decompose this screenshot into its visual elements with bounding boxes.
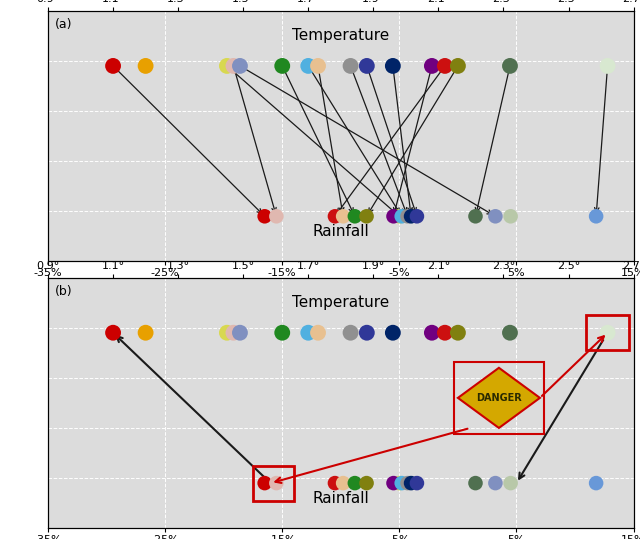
- Point: [271, 212, 282, 220]
- Point: [349, 212, 360, 220]
- Point: [490, 212, 500, 220]
- Point: [397, 212, 407, 220]
- Point: [470, 479, 481, 487]
- Text: (b): (b): [55, 285, 73, 298]
- Point: [388, 328, 398, 337]
- Point: [260, 212, 270, 220]
- Point: [412, 212, 422, 220]
- Point: [235, 61, 245, 70]
- Point: [346, 328, 356, 337]
- Bar: [586, 315, 628, 350]
- Text: (a): (a): [55, 18, 72, 31]
- Text: Rainfall: Rainfall: [312, 490, 369, 506]
- Point: [506, 479, 516, 487]
- Point: [222, 328, 232, 337]
- Point: [403, 212, 413, 220]
- Point: [427, 61, 437, 70]
- Point: [140, 61, 150, 70]
- Point: [406, 212, 416, 220]
- Point: [271, 479, 282, 487]
- Point: [505, 328, 515, 337]
- Point: [602, 328, 612, 337]
- Point: [490, 479, 500, 487]
- Point: [427, 328, 437, 337]
- Point: [362, 479, 372, 487]
- Point: [440, 328, 450, 337]
- Point: [277, 328, 287, 337]
- Point: [338, 212, 348, 220]
- Point: [388, 212, 399, 220]
- Point: [440, 61, 450, 70]
- Point: [412, 479, 422, 487]
- Polygon shape: [458, 368, 540, 428]
- Point: [349, 479, 360, 487]
- Bar: [253, 466, 294, 501]
- Text: Rainfall: Rainfall: [312, 224, 369, 239]
- Point: [303, 328, 314, 337]
- Point: [222, 61, 232, 70]
- Point: [260, 479, 270, 487]
- Text: Temperature: Temperature: [292, 295, 389, 310]
- Point: [591, 212, 601, 220]
- Point: [330, 479, 340, 487]
- Point: [362, 212, 372, 220]
- Point: [470, 212, 481, 220]
- Point: [108, 328, 118, 337]
- Point: [453, 328, 463, 337]
- Point: [506, 212, 516, 220]
- Point: [388, 61, 398, 70]
- Point: [140, 328, 150, 337]
- Point: [228, 61, 239, 70]
- Point: [394, 212, 404, 220]
- Point: [346, 61, 356, 70]
- Point: [313, 61, 323, 70]
- Point: [505, 61, 515, 70]
- Point: [453, 61, 463, 70]
- Point: [277, 61, 287, 70]
- Point: [338, 479, 348, 487]
- Point: [235, 328, 245, 337]
- Point: [362, 61, 372, 70]
- Text: DANGER: DANGER: [476, 393, 522, 403]
- Point: [228, 328, 239, 337]
- Point: [403, 479, 413, 487]
- Point: [108, 61, 118, 70]
- Point: [388, 479, 399, 487]
- Point: [397, 479, 407, 487]
- Point: [406, 479, 416, 487]
- Bar: [454, 362, 544, 434]
- Point: [330, 212, 340, 220]
- Point: [303, 61, 314, 70]
- Point: [602, 61, 612, 70]
- Text: Temperature: Temperature: [292, 29, 389, 43]
- Point: [362, 328, 372, 337]
- Point: [591, 479, 601, 487]
- Point: [394, 479, 404, 487]
- Point: [313, 328, 323, 337]
